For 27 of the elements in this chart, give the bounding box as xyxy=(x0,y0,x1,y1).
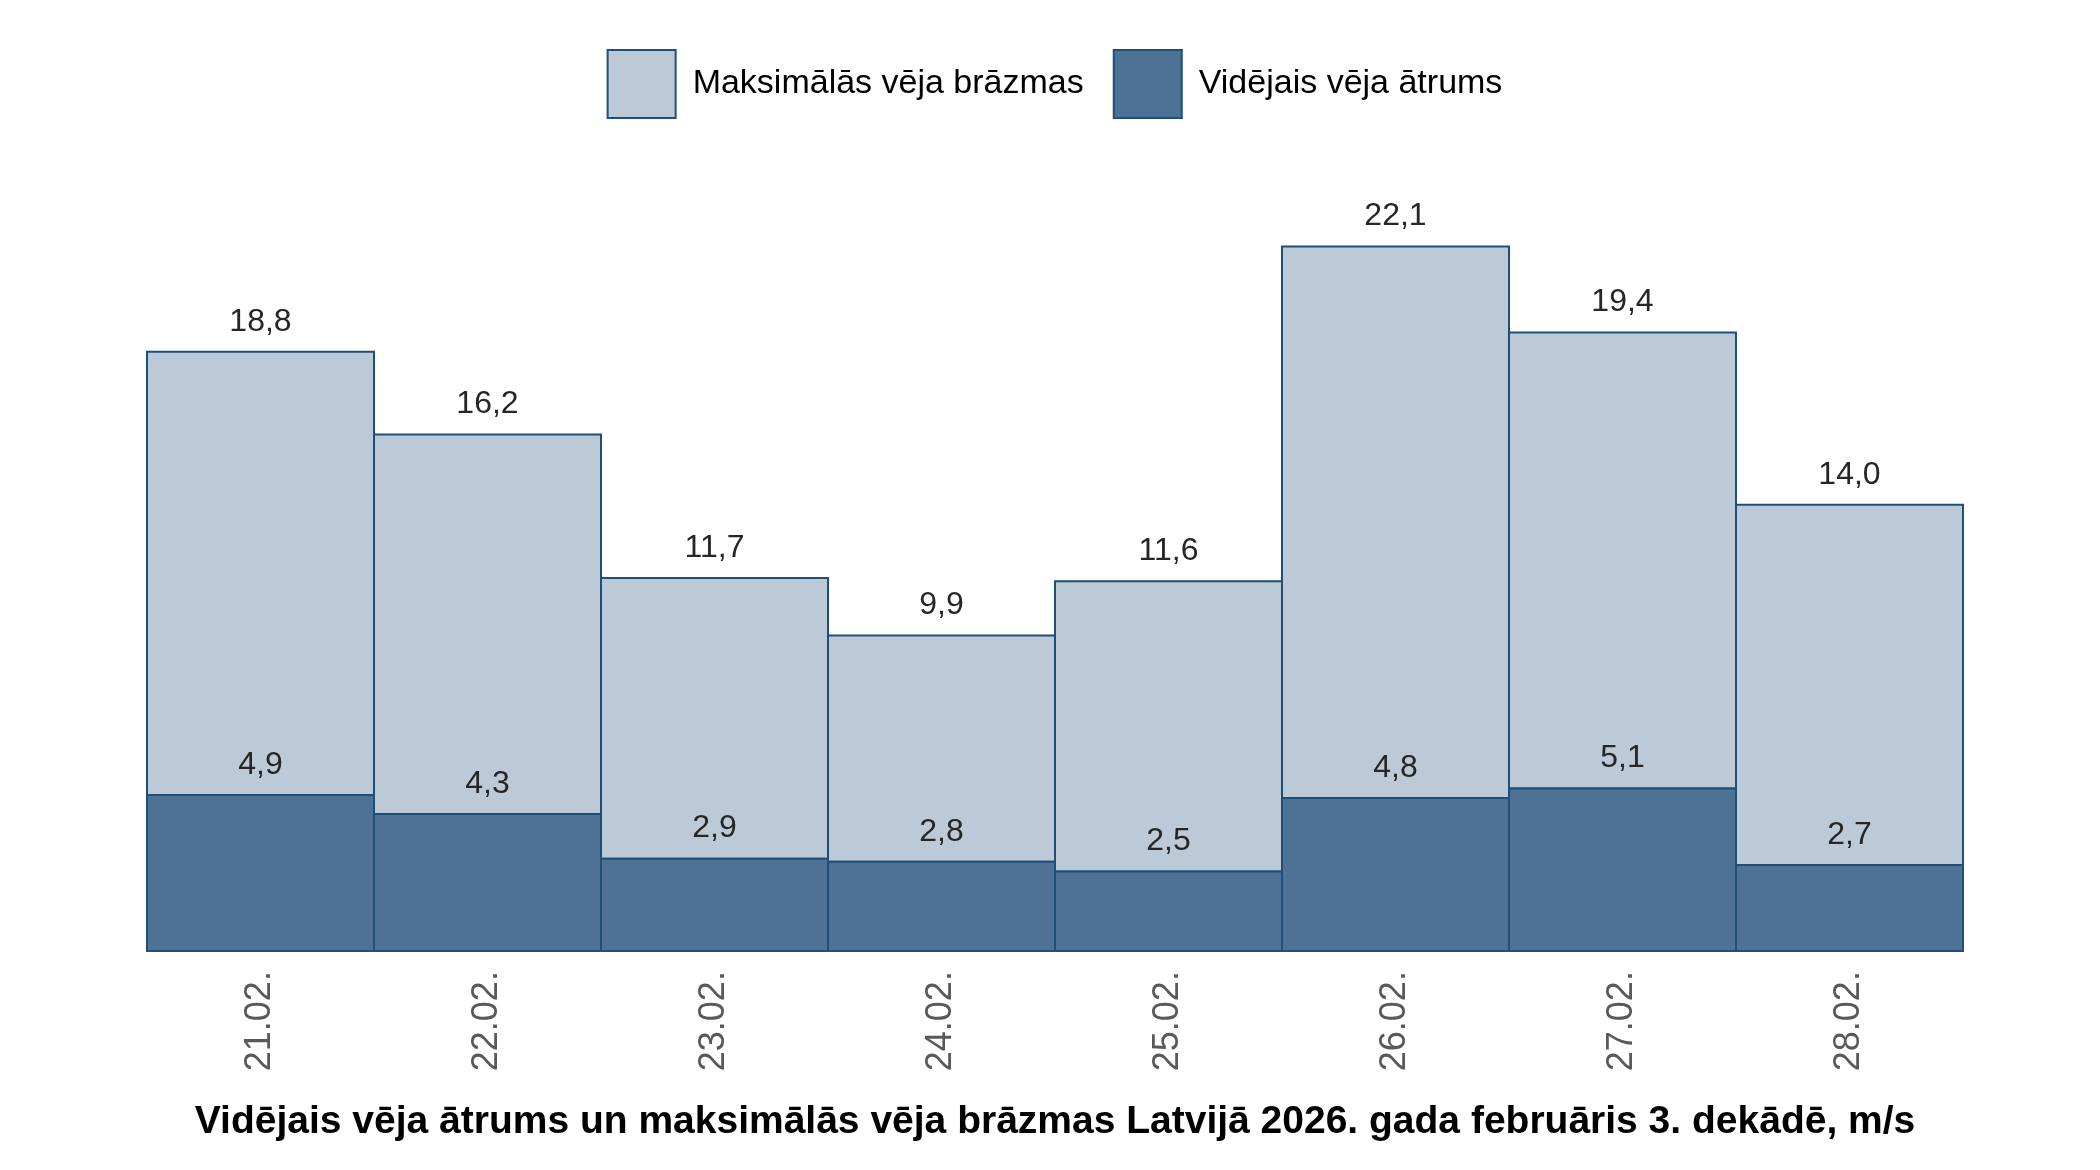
x-tick-label: 28.02. xyxy=(1826,971,1868,1072)
x-tick-label: 26.02. xyxy=(1372,971,1414,1072)
total-label: 22,1 xyxy=(1364,196,1427,233)
legend-label: Vidējais vēja ātrums xyxy=(1198,62,1503,101)
x-tick-label: 24.02. xyxy=(918,971,960,1072)
data-label: 5,1 xyxy=(1600,738,1645,775)
text: Vidējais vēja ātrums un maksimālās vēja brāzmas Latvijā 2026. gada februāris 3. dekādē, m/s xyxy=(194,1098,1916,1142)
total-label: 18,8 xyxy=(229,301,292,338)
data-label: 4,9 xyxy=(238,744,283,781)
x-tick-label: 23.02. xyxy=(691,971,733,1072)
total-label: 14,0 xyxy=(1818,454,1881,491)
data-label: 2,7 xyxy=(1827,814,1872,851)
data-label: 2,9 xyxy=(692,808,737,845)
data-label: 2,8 xyxy=(919,811,964,848)
x-tick-label: 22.02. xyxy=(464,971,506,1072)
total-label: 16,2 xyxy=(456,384,519,421)
legend-label: Maksimālās vēja brāzmas xyxy=(692,62,1084,101)
x-tick-label: 27.02. xyxy=(1599,971,1641,1072)
x-tick-label: 25.02. xyxy=(1145,971,1187,1072)
data-label: 4,3 xyxy=(465,763,510,800)
total-label: 19,4 xyxy=(1591,282,1654,319)
x-tick-label: 21.02. xyxy=(237,971,279,1072)
data-label: 4,8 xyxy=(1373,747,1418,784)
total-label: 11,6 xyxy=(1138,531,1199,568)
total-label: 9,9 xyxy=(919,585,964,622)
data-label: 2,5 xyxy=(1146,821,1191,858)
total-label: 11,7 xyxy=(684,527,745,564)
